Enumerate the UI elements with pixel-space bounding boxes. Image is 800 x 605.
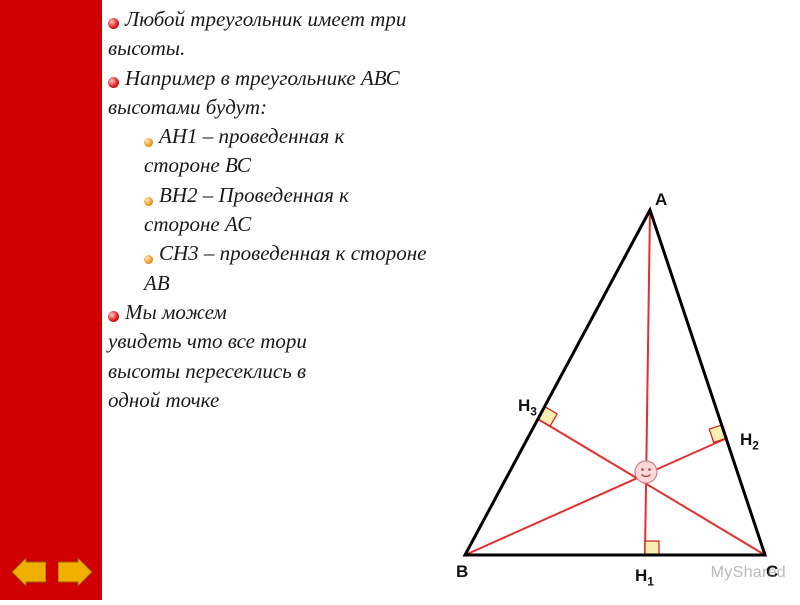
foot-label-h3: H3 (518, 396, 537, 418)
list-item-text: стороне АС (144, 211, 251, 238)
triangle-svg (340, 190, 800, 600)
prev-slide-button[interactable] (12, 558, 46, 586)
bullet-icon (108, 311, 119, 322)
sub-bullet-icon (144, 255, 153, 264)
paragraph-text: одной точке (108, 387, 219, 414)
paragraph-text: Мы можем (125, 299, 227, 326)
arrow-left-icon (12, 558, 46, 586)
sub-bullet-icon (144, 138, 153, 147)
bullet-icon (108, 77, 119, 88)
sub-bullet-icon (144, 197, 153, 206)
slide-sidebar (0, 0, 102, 600)
list-item-text: АВ (144, 270, 170, 297)
foot-label-h2: H2 (740, 430, 759, 452)
vertex-label-b: B (456, 562, 468, 582)
bullet-icon (108, 18, 119, 29)
list-item-text: стороне ВС (144, 152, 251, 179)
vertex-label-a: A (655, 190, 667, 210)
list-item-text: АН1 – проведенная к (159, 123, 344, 150)
paragraph-text: высоты пересеклись в (108, 358, 306, 385)
list-item-text: ВН2 – Проведенная к (159, 182, 349, 209)
paragraph-text: увидеть что все тори (108, 328, 307, 355)
next-slide-button[interactable] (58, 558, 92, 586)
paragraph-text: Любой треугольник имеет три (125, 6, 406, 33)
slide-nav (12, 558, 92, 586)
arrow-right-icon (58, 558, 92, 586)
paragraph-text: высоты. (108, 35, 185, 62)
watermark-text: MyShared (711, 564, 786, 582)
triangle-diagram: A B C H1 H2 H3 (340, 190, 800, 600)
paragraph-text: высотами будут: (108, 94, 267, 121)
foot-label-h1: H1 (635, 566, 654, 588)
paragraph-text: Например в треугольнике АВС (125, 65, 400, 92)
